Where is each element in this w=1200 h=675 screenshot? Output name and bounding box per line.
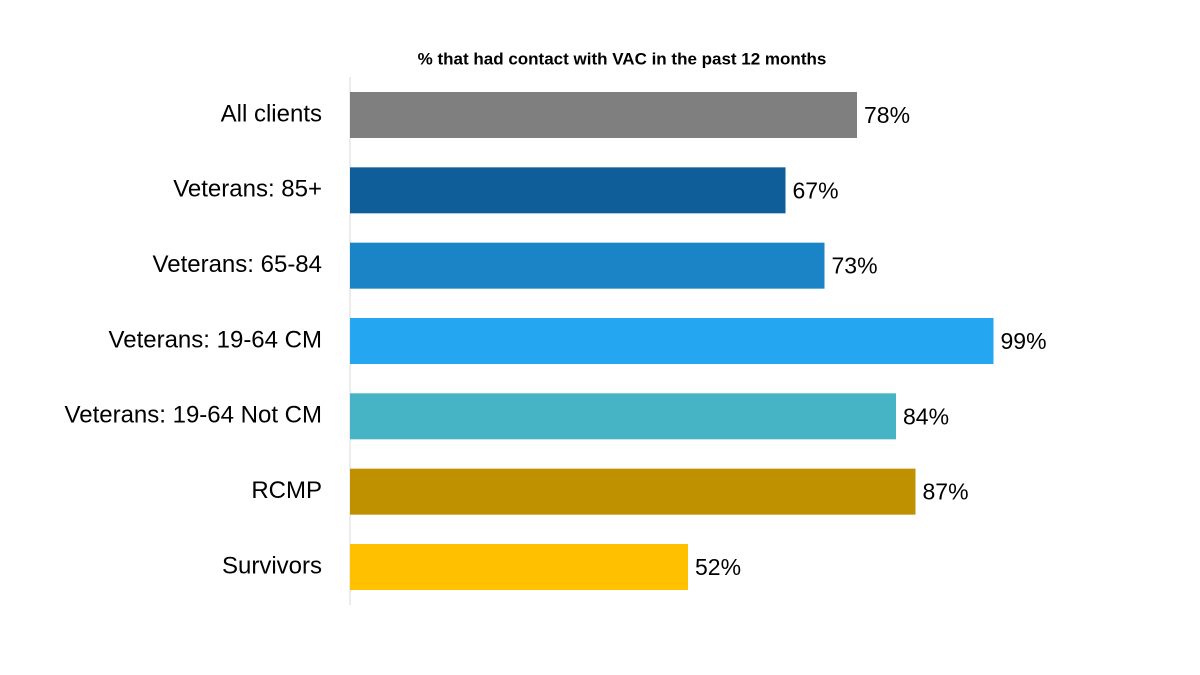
bar <box>350 543 688 590</box>
value-label: 52% <box>695 554 741 580</box>
value-label: 99% <box>1001 328 1047 354</box>
bar <box>350 242 825 289</box>
category-label: Veterans: 19-64 CM <box>109 326 322 353</box>
chart-title: % that had contact with VAC in the past … <box>418 49 827 68</box>
value-label: 87% <box>923 479 969 505</box>
bar <box>350 92 857 138</box>
value-label: 73% <box>832 253 878 279</box>
bar <box>350 167 786 214</box>
category-label: All clients <box>221 100 322 127</box>
bar <box>350 317 994 364</box>
value-label: 84% <box>903 403 949 429</box>
category-label: RCMP <box>251 477 322 504</box>
bar <box>350 468 916 515</box>
value-label: 78% <box>864 102 910 128</box>
category-label: Veterans: 19-64 Not CM <box>65 402 322 429</box>
category-label: Veterans: 85+ <box>173 176 322 203</box>
category-label: Veterans: 65-84 <box>153 251 322 278</box>
value-label: 67% <box>793 177 839 203</box>
category-label: Survivors <box>222 552 322 579</box>
bar <box>350 393 896 440</box>
